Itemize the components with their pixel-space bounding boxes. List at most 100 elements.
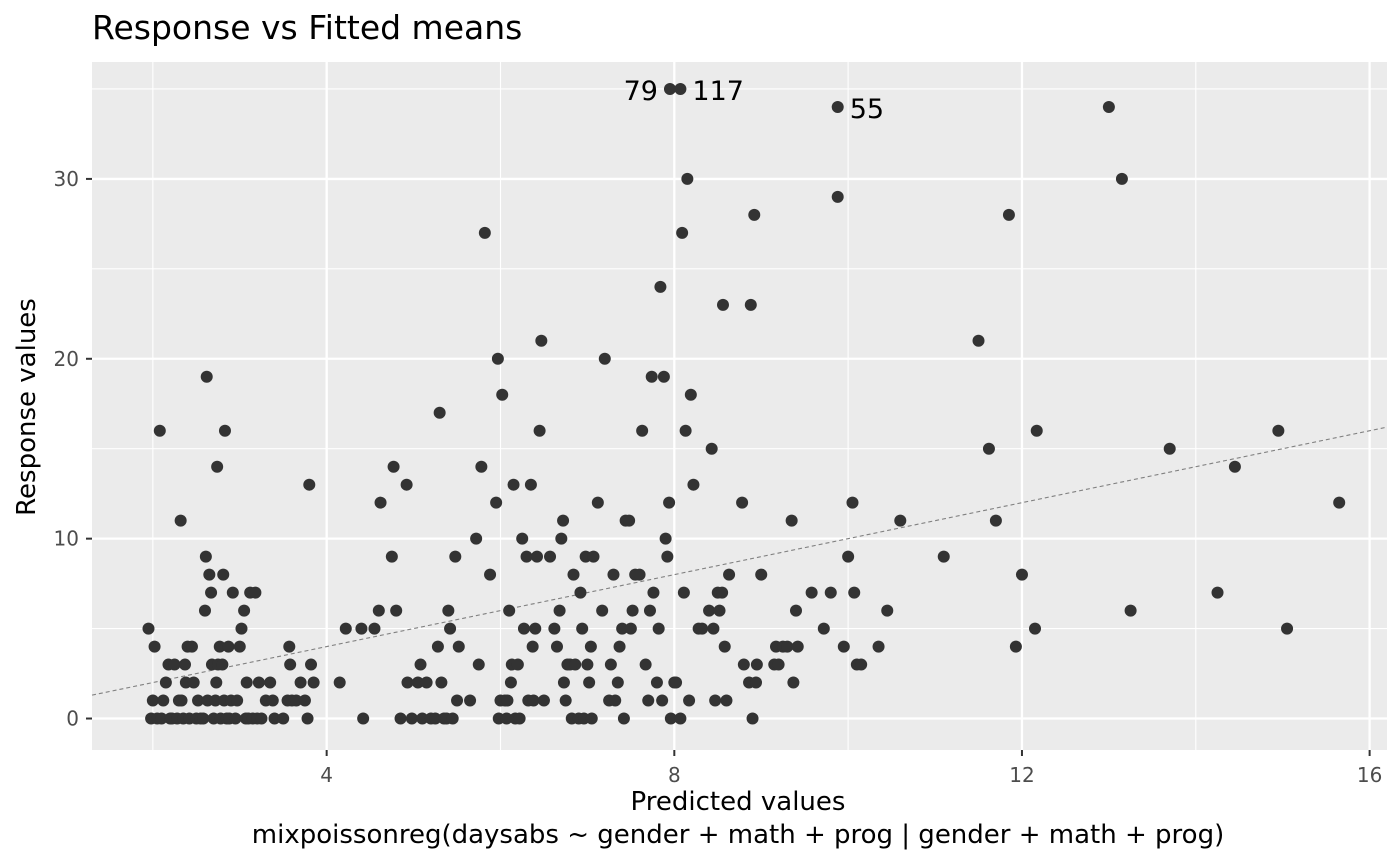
data-point [709,694,722,707]
data-point [676,226,689,239]
data-point [1002,208,1015,221]
data-point [687,478,700,491]
data-point [464,694,477,707]
data-point [591,496,604,509]
data-point [596,604,609,617]
data-point [664,712,677,725]
data-point [535,334,548,347]
data-point [372,604,385,617]
x-tick-label: 8 [668,763,681,787]
data-point [716,586,729,599]
data-point [217,568,230,581]
data-point [157,694,170,707]
labeled-data-point [663,82,676,95]
data-point [472,658,485,671]
data-point [520,550,533,563]
data-point [394,712,407,725]
data-point [716,298,729,311]
data-point [533,424,546,437]
data-point [210,676,223,689]
data-point [696,622,709,635]
data-point [937,550,950,563]
data-point [411,676,424,689]
data-point [616,622,629,635]
data-point [576,622,589,635]
data-point [805,586,818,599]
data-point [609,694,622,707]
data-points [142,82,1346,725]
data-point [824,586,837,599]
data-point [703,604,716,617]
data-point [268,712,281,725]
data-point [229,712,242,725]
data-point [442,604,455,617]
data-point [647,586,660,599]
data-point [557,514,570,527]
data-point [500,712,513,725]
data-point [238,604,251,617]
data-point [1163,442,1176,455]
data-point [339,622,352,635]
data-point [787,676,800,689]
data-point [713,604,726,617]
data-point [718,640,731,653]
data-point [881,604,894,617]
data-point [623,514,636,527]
data-point [174,514,187,527]
data-point [420,676,433,689]
minor-gridlines [92,62,1387,750]
data-point [416,712,429,725]
data-point [209,694,222,707]
data-point [894,514,907,527]
data-point [584,640,597,653]
data-point [748,208,761,221]
data-point [1211,586,1224,599]
data-point [574,586,587,599]
data-point [583,676,596,689]
data-point [266,694,279,707]
data-point [264,676,277,689]
data-point [755,568,768,581]
data-point [414,658,427,671]
data-point [750,676,763,689]
data-point [982,442,995,455]
data-point [290,694,303,707]
data-point [684,388,697,401]
data-point [527,694,540,707]
data-point [1015,568,1028,581]
data-point [159,676,172,689]
x-tick-label: 12 [1009,763,1034,787]
data-point [155,712,168,725]
data-point [526,640,539,653]
point-annotations: 79 117 55 [624,76,884,125]
plot-panel [92,62,1387,750]
data-point [656,694,669,707]
data-point [1124,604,1137,617]
data-point [1333,496,1346,509]
data-point [511,658,524,671]
data-point [233,640,246,653]
data-point [537,694,550,707]
data-point [650,676,663,689]
data-point [746,712,759,725]
data-point [750,658,763,671]
x-tick-label: 16 [1357,763,1382,787]
data-point [216,658,229,671]
data-point [855,658,868,671]
data-point [789,604,802,617]
data-point [617,712,630,725]
data-point [643,604,656,617]
data-point [517,622,530,635]
data-point [842,550,855,563]
data-point [187,676,200,689]
data-point [504,676,517,689]
data-point [490,496,503,509]
data-point [431,640,444,653]
y-tick-label: 10 [54,527,79,551]
data-point [390,604,403,617]
data-point [585,712,598,725]
data-point [446,712,459,725]
data-point [1281,622,1294,635]
data-point [677,586,690,599]
